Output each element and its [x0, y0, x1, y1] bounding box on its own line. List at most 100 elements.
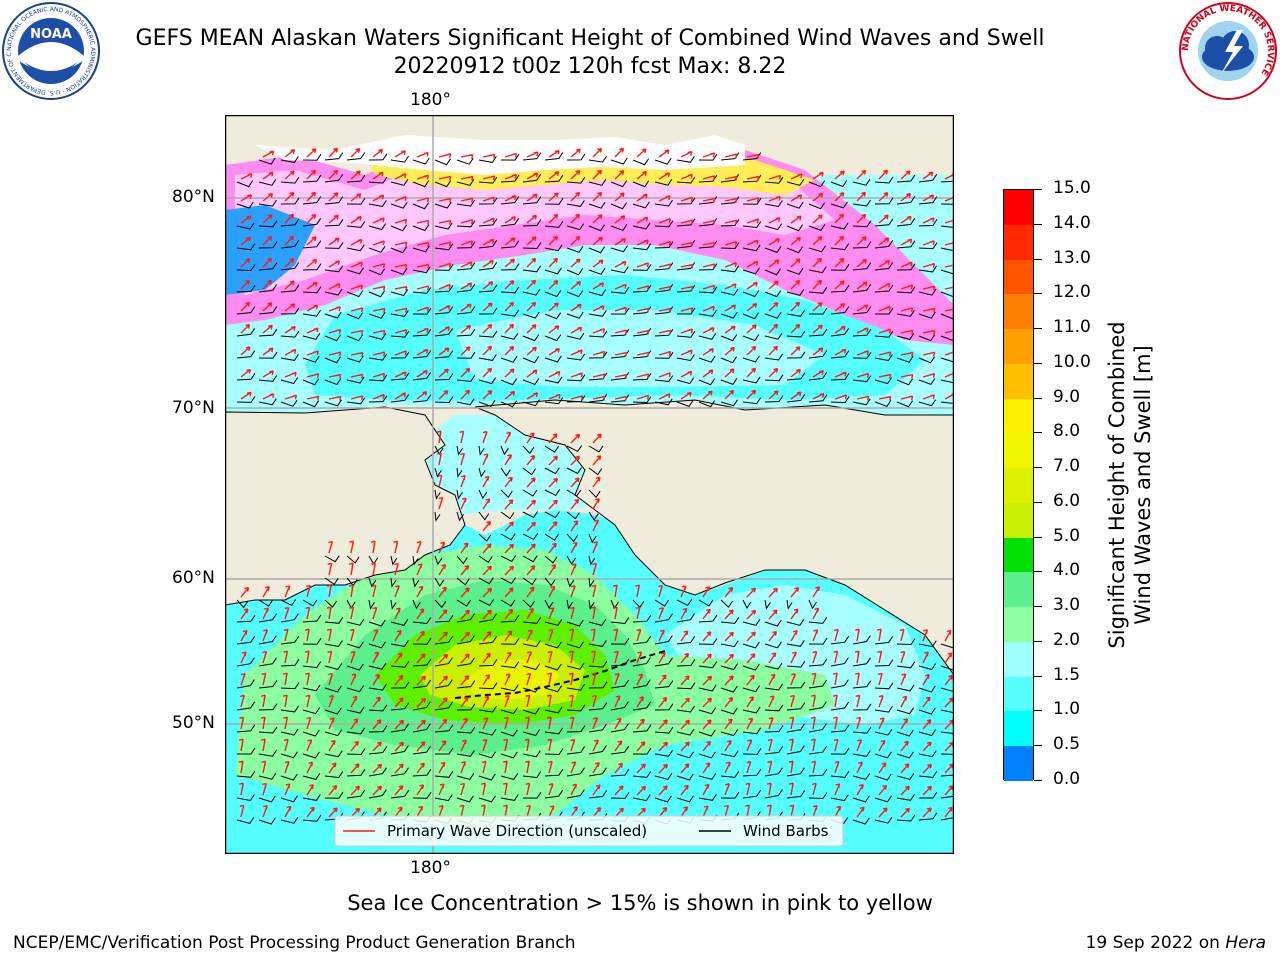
wind-barb	[324, 640, 343, 648]
wave-direction-arrow	[856, 784, 864, 796]
wave-direction-arrow	[658, 351, 672, 356]
wave-direction-arrow	[350, 170, 361, 180]
wave-direction-arrow	[922, 394, 935, 400]
wind-barb	[610, 287, 630, 294]
wave-direction-arrow	[680, 307, 694, 313]
wave-direction-arrow	[548, 805, 555, 818]
wind-barb	[258, 179, 277, 186]
wave-direction-arrow	[526, 236, 537, 246]
wind-barb	[786, 702, 806, 711]
wave-direction-arrow	[438, 219, 452, 225]
wave-direction-arrow	[240, 279, 251, 290]
wind-barb	[588, 533, 597, 544]
wave-direction-arrow	[812, 392, 825, 400]
wind-barb	[302, 684, 321, 692]
wind-barb	[566, 725, 586, 733]
wind-barb	[852, 328, 872, 337]
wind-barb	[456, 773, 475, 780]
wave-direction-arrow	[416, 174, 430, 180]
wind-barb	[544, 397, 564, 405]
wind-barb	[852, 306, 872, 315]
wind-barb	[280, 613, 299, 623]
wave-direction-arrow	[768, 217, 781, 224]
wave-direction-arrow	[922, 263, 936, 268]
wind-barb	[324, 729, 343, 737]
wind-barb	[456, 657, 475, 667]
wind-barb	[280, 284, 300, 293]
wind-barb	[874, 176, 894, 184]
wind-barb	[478, 636, 498, 645]
wave-direction-arrow	[592, 373, 606, 379]
wave-direction-arrow	[856, 716, 862, 730]
wind-barb	[632, 350, 652, 359]
wave-direction-arrow	[394, 562, 399, 576]
wave-direction-arrow	[768, 259, 780, 268]
chart-subtitle-forecast: 20220912 t00z 120h fcst Max: 8.22	[393, 54, 787, 79]
wind-barb	[918, 812, 938, 821]
wave-direction-arrow	[525, 782, 531, 796]
wind-barb	[412, 599, 421, 610]
wave-direction-arrow	[592, 498, 600, 510]
wave-direction-arrow	[480, 804, 486, 818]
chart-title: GEFS MEAN Alaskan Waters Significant Hei…	[135, 26, 1045, 51]
wave-direction-arrow	[504, 521, 514, 532]
wave-direction-arrow	[570, 170, 581, 180]
wind-barb	[852, 795, 870, 803]
wave-direction-arrow	[546, 694, 552, 708]
wave-direction-arrow	[460, 609, 470, 620]
wave-direction-arrow	[592, 562, 598, 576]
wave-direction-arrow	[548, 149, 560, 158]
wind-barb	[918, 242, 938, 250]
wind-barb	[742, 685, 761, 693]
wave-direction-arrow	[372, 394, 385, 400]
colorbar-tick	[1034, 397, 1042, 399]
wind-barb	[896, 684, 915, 692]
wave-direction-arrow	[746, 653, 756, 664]
wind-barb	[874, 330, 894, 338]
wind-barb	[236, 679, 255, 689]
wave-direction-arrow	[569, 628, 575, 642]
wave-direction-arrow	[240, 673, 246, 686]
wind-barb	[610, 180, 628, 188]
wave-direction-arrow	[592, 169, 603, 180]
wave-direction-arrow	[900, 170, 911, 180]
wind-barb	[852, 817, 870, 825]
wind-barb	[720, 685, 738, 693]
wind-barb	[456, 599, 472, 607]
wave-direction-arrow	[724, 804, 729, 818]
wave-direction-arrow	[724, 153, 738, 159]
wave-direction-arrow	[548, 370, 561, 378]
wave-direction-arrow	[878, 237, 890, 246]
wind-barb	[390, 745, 409, 755]
wave-direction-arrow	[372, 194, 385, 202]
wind-barb	[522, 533, 539, 541]
colorbar-tick-label: 0.0	[1053, 769, 1081, 789]
wave-direction-arrow	[702, 219, 716, 225]
wave-direction-arrow	[240, 194, 252, 202]
wave-direction-arrow	[503, 716, 509, 730]
wave-direction-arrow	[328, 807, 338, 818]
wave-direction-arrow	[526, 151, 539, 158]
colorbar-tick-label: 5.0	[1053, 525, 1081, 546]
nws-logo: NATIONAL WEATHER SERVICE	[1179, 2, 1277, 100]
aleutian-islands	[454, 650, 666, 699]
wind-barb	[896, 263, 916, 271]
wave-direction-arrow	[394, 173, 407, 180]
wind-barb	[610, 637, 630, 645]
wind-barb	[830, 328, 850, 337]
wave-direction-arrow	[878, 169, 889, 180]
wind-barb	[258, 375, 278, 382]
wind-barb	[346, 706, 365, 714]
wind-barb	[654, 773, 673, 780]
wind-barb	[258, 749, 277, 757]
wind-barb	[478, 197, 498, 205]
wave-direction-arrow	[680, 652, 690, 664]
wave-direction-arrow	[724, 389, 735, 400]
wind-barb	[918, 288, 937, 296]
wind-barb	[522, 219, 542, 227]
wind-barb	[654, 680, 674, 689]
wind-barb	[522, 467, 537, 476]
wind-barb	[830, 350, 850, 359]
wave-direction-arrow	[240, 323, 251, 334]
wind-barb	[390, 790, 410, 799]
